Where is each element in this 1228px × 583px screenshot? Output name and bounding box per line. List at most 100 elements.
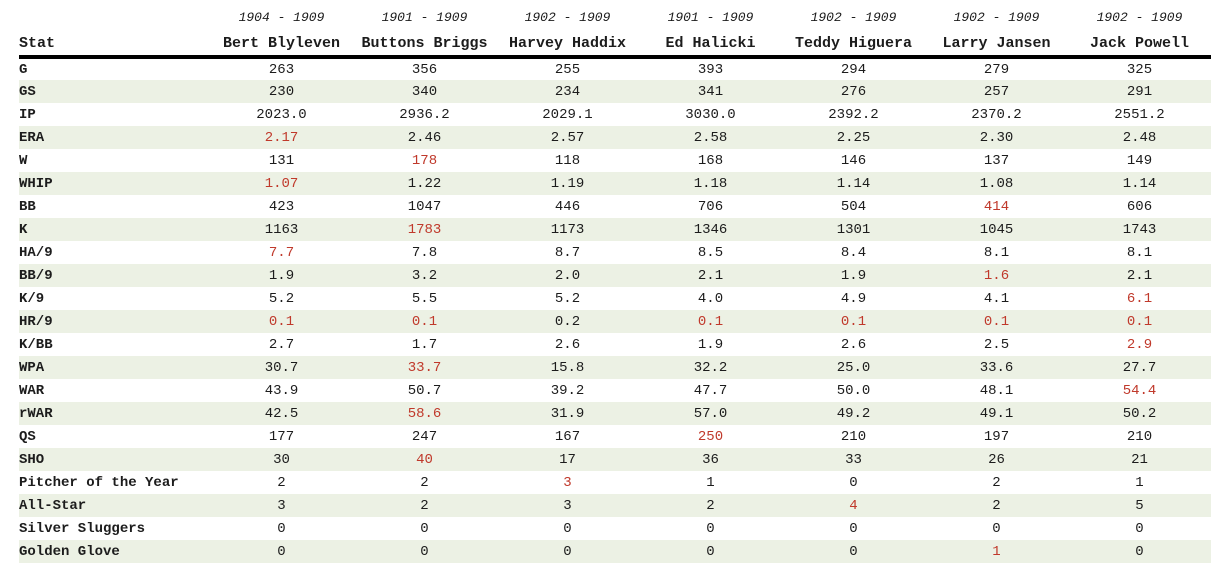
stat-value: 504	[840, 198, 867, 215]
stat-value: 49.2	[836, 405, 871, 422]
stat-value: 168	[697, 152, 724, 169]
player-years: 1901 - 1909	[667, 10, 754, 25]
stat-value: 706	[697, 198, 724, 215]
stat-value: 1.14	[1122, 175, 1157, 192]
table-row: K 1163 1783 1173 1346 1301 1045 1743	[19, 218, 1211, 241]
player-years: 1902 - 1909	[810, 10, 897, 25]
stat-value: 177	[268, 428, 295, 445]
stat-value: 40	[416, 451, 433, 468]
stat-value: 5.5	[411, 290, 438, 307]
stat-label: BB	[19, 198, 36, 215]
stat-value: 3030.0	[685, 106, 736, 123]
player-years: 1902 - 1909	[1096, 10, 1183, 25]
stat-value: 32.2	[693, 359, 728, 376]
stat-value: 340	[411, 83, 438, 100]
stat-value: 423	[268, 198, 295, 215]
stat-value: 1.9	[840, 267, 867, 284]
stat-value: 1346	[693, 221, 728, 238]
stat-value: 0	[1135, 543, 1144, 560]
stat-value: 0.1	[840, 313, 867, 330]
player-name: Bert Blyleven	[210, 31, 353, 59]
stat-value: 210	[840, 428, 867, 445]
stat-value: 2.58	[693, 129, 728, 146]
stat-value: 1.22	[407, 175, 442, 192]
stat-label: ERA	[19, 129, 45, 146]
stat-value: 257	[983, 83, 1010, 100]
table-row: BB/9 1.9 3.2 2.0 2.1 1.9 1.6 2.1	[19, 264, 1211, 287]
table-row: WHIP 1.07 1.22 1.19 1.18 1.14 1.08 1.14	[19, 172, 1211, 195]
stat-value: 1.07	[264, 175, 299, 192]
stat-value: 2.6	[554, 336, 581, 353]
stat-label: G	[19, 61, 28, 78]
table-row: K/BB 2.7 1.7 2.6 1.9 2.6 2.5 2.9	[19, 333, 1211, 356]
stat-value: 2.48	[1122, 129, 1157, 146]
stat-value: 325	[1126, 61, 1153, 78]
stat-value: 1047	[407, 198, 442, 215]
table-row: HR/9 0.1 0.1 0.2 0.1 0.1 0.1 0.1	[19, 310, 1211, 333]
stat-value: 2	[277, 474, 286, 491]
stat-value: 48.1	[979, 382, 1014, 399]
stat-label: WHIP	[19, 175, 53, 192]
stat-value: 234	[554, 83, 581, 100]
stat-value: 0	[849, 543, 858, 560]
stat-value: 178	[411, 152, 438, 169]
stat-value: 137	[983, 152, 1010, 169]
stat-value: 0	[849, 474, 858, 491]
stat-label: Pitcher of the Year	[19, 474, 179, 491]
stat-value: 1743	[1122, 221, 1157, 238]
stat-value: 4	[849, 497, 858, 514]
stat-value: 33.6	[979, 359, 1014, 376]
stat-value: 30.7	[264, 359, 299, 376]
stat-value: 21	[1131, 451, 1148, 468]
stat-value: 0	[992, 520, 1001, 537]
table-row: GS 230 340 234 341 276 257 291	[19, 80, 1211, 103]
stat-value: 2.25	[836, 129, 871, 146]
table-row: QS 177 247 167 250 210 197 210	[19, 425, 1211, 448]
table-row: All-Star 3 2 3 2 4 2 5	[19, 494, 1211, 517]
stat-value: 276	[840, 83, 867, 100]
stat-label: K/BB	[19, 336, 53, 353]
stat-value: 8.5	[697, 244, 724, 261]
stat-value: 54.4	[1122, 382, 1157, 399]
stat-value: 50.2	[1122, 405, 1157, 422]
stat-value: 2936.2	[399, 106, 450, 123]
table-row: IP 2023.0 2936.2 2029.1 3030.0 2392.2 2370.2 25…	[19, 103, 1211, 126]
stat-value: 58.6	[407, 405, 442, 422]
stat-value: 2.46	[407, 129, 442, 146]
stat-value: 414	[983, 198, 1010, 215]
stat-value: 0	[277, 543, 286, 560]
stat-value: 0	[277, 520, 286, 537]
stat-value: 7.7	[268, 244, 295, 261]
stat-value: 0.1	[411, 313, 438, 330]
stat-value: 25.0	[836, 359, 871, 376]
stat-value: 210	[1126, 428, 1153, 445]
table-row: WAR 43.9 50.7 39.2 47.7 50.0 48.1 54.4	[19, 379, 1211, 402]
stat-value: 1301	[836, 221, 871, 238]
stat-label: rWAR	[19, 405, 53, 422]
stat-value: 1.08	[979, 175, 1014, 192]
stat-value: 2551.2	[1114, 106, 1165, 123]
player-years: 1901 - 1909	[381, 10, 468, 25]
stat-value: 6.1	[1126, 290, 1153, 307]
stat-value: 2.1	[697, 267, 724, 284]
stat-value: 3	[563, 474, 572, 491]
stat-value: 3.2	[411, 267, 438, 284]
stat-value: 4.0	[697, 290, 724, 307]
stat-value: 0.1	[1126, 313, 1153, 330]
table-row: HA/9 7.7 7.8 8.7 8.5 8.4 8.1 8.1	[19, 241, 1211, 264]
stat-value: 2.9	[1126, 336, 1153, 353]
stat-value: 197	[983, 428, 1010, 445]
stat-value: 4.1	[983, 290, 1010, 307]
stat-label: IP	[19, 106, 36, 123]
table-row: Golden Glove 0 0 0 0 0 1 0	[19, 540, 1211, 563]
stat-value: 0	[420, 520, 429, 537]
stat-value: 2.6	[840, 336, 867, 353]
stat-value: 1045	[979, 221, 1014, 238]
player-years: 1902 - 1909	[953, 10, 1040, 25]
stats-table-container: 1904 - 1909 1901 - 1909 1902 - 1909 1901 - …	[19, 10, 1211, 563]
stat-value: 2	[992, 474, 1001, 491]
stat-value: 279	[983, 61, 1010, 78]
stat-value: 2.1	[1126, 267, 1153, 284]
stat-value: 230	[268, 83, 295, 100]
